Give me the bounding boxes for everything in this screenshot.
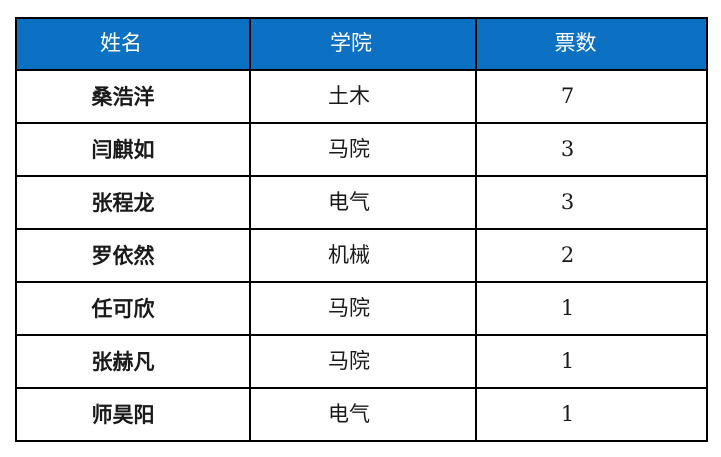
table-row: 桑浩洋 土木 7 bbox=[15, 69, 708, 124]
table-row: 任可欣 马院 1 bbox=[15, 281, 708, 336]
vote-results-table-container: 姓名 学院 票数 桑浩洋 土木 7 bbox=[15, 17, 708, 442]
cell-votes: 1 bbox=[475, 334, 708, 389]
cell-name: 罗依然 bbox=[15, 228, 251, 283]
cell-name-text: 师昊阳 bbox=[91, 401, 155, 427]
cell-name: 张赫凡 bbox=[15, 334, 251, 389]
cell-name: 桑浩洋 bbox=[15, 69, 251, 124]
cell-school-text: 马院 bbox=[328, 348, 370, 373]
cell-votes-text: 7 bbox=[560, 83, 575, 108]
column-header-name: 姓名 bbox=[15, 17, 251, 71]
column-header-votes: 票数 bbox=[475, 17, 708, 71]
cell-name-text: 张程龙 bbox=[91, 189, 155, 215]
column-header-school-label: 学院 bbox=[330, 31, 372, 56]
cell-votes: 3 bbox=[475, 175, 708, 230]
column-header-name-label: 姓名 bbox=[100, 31, 142, 56]
cell-name-text: 闫麒如 bbox=[91, 136, 155, 162]
cell-school: 马院 bbox=[249, 122, 477, 177]
cell-votes: 1 bbox=[475, 387, 708, 442]
cell-name-text: 任可欣 bbox=[91, 295, 155, 321]
cell-votes-text: 2 bbox=[560, 242, 575, 267]
cell-name: 师昊阳 bbox=[15, 387, 251, 442]
cell-school: 马院 bbox=[249, 334, 477, 389]
cell-votes: 1 bbox=[475, 281, 708, 336]
column-header-school: 学院 bbox=[249, 17, 477, 71]
cell-votes: 2 bbox=[475, 228, 708, 283]
cell-votes: 3 bbox=[475, 122, 708, 177]
cell-school-text: 机械 bbox=[328, 242, 370, 267]
cell-name: 任可欣 bbox=[15, 281, 251, 336]
cell-name-text: 桑浩洋 bbox=[91, 83, 155, 109]
cell-school-text: 马院 bbox=[328, 295, 370, 320]
column-header-votes-label: 票数 bbox=[554, 31, 597, 56]
table-row: 师昊阳 电气 1 bbox=[15, 387, 708, 442]
table-header: 姓名 学院 票数 bbox=[15, 17, 708, 71]
cell-school-text: 土木 bbox=[328, 83, 370, 108]
cell-votes-text: 3 bbox=[560, 189, 575, 214]
cell-school: 马院 bbox=[249, 281, 477, 336]
table-row: 张程龙 电气 3 bbox=[15, 175, 708, 230]
cell-votes: 7 bbox=[475, 69, 708, 124]
cell-votes-text: 1 bbox=[560, 295, 575, 320]
cell-votes-text: 1 bbox=[560, 348, 575, 373]
cell-name-text: 张赫凡 bbox=[91, 348, 155, 374]
cell-name-text: 罗依然 bbox=[91, 242, 155, 268]
cell-school-text: 电气 bbox=[328, 189, 370, 214]
table-row: 闫麒如 马院 3 bbox=[15, 122, 708, 177]
cell-votes-text: 1 bbox=[560, 401, 575, 426]
table-row: 张赫凡 马院 1 bbox=[15, 334, 708, 389]
cell-name: 闫麒如 bbox=[15, 122, 251, 177]
cell-votes-text: 3 bbox=[560, 136, 575, 161]
cell-school-text: 马院 bbox=[328, 136, 370, 161]
cell-name: 张程龙 bbox=[15, 175, 251, 230]
cell-school: 机械 bbox=[249, 228, 477, 283]
cell-school: 土木 bbox=[249, 69, 477, 124]
table-header-row: 姓名 学院 票数 bbox=[15, 17, 708, 71]
cell-school: 电气 bbox=[249, 387, 477, 442]
table-row: 罗依然 机械 2 bbox=[15, 228, 708, 283]
table-body: 桑浩洋 土木 7 闫麒如 马院 3 bbox=[15, 69, 708, 442]
vote-results-table: 姓名 学院 票数 桑浩洋 土木 7 bbox=[15, 17, 708, 442]
cell-school: 电气 bbox=[249, 175, 477, 230]
cell-school-text: 电气 bbox=[328, 401, 370, 426]
